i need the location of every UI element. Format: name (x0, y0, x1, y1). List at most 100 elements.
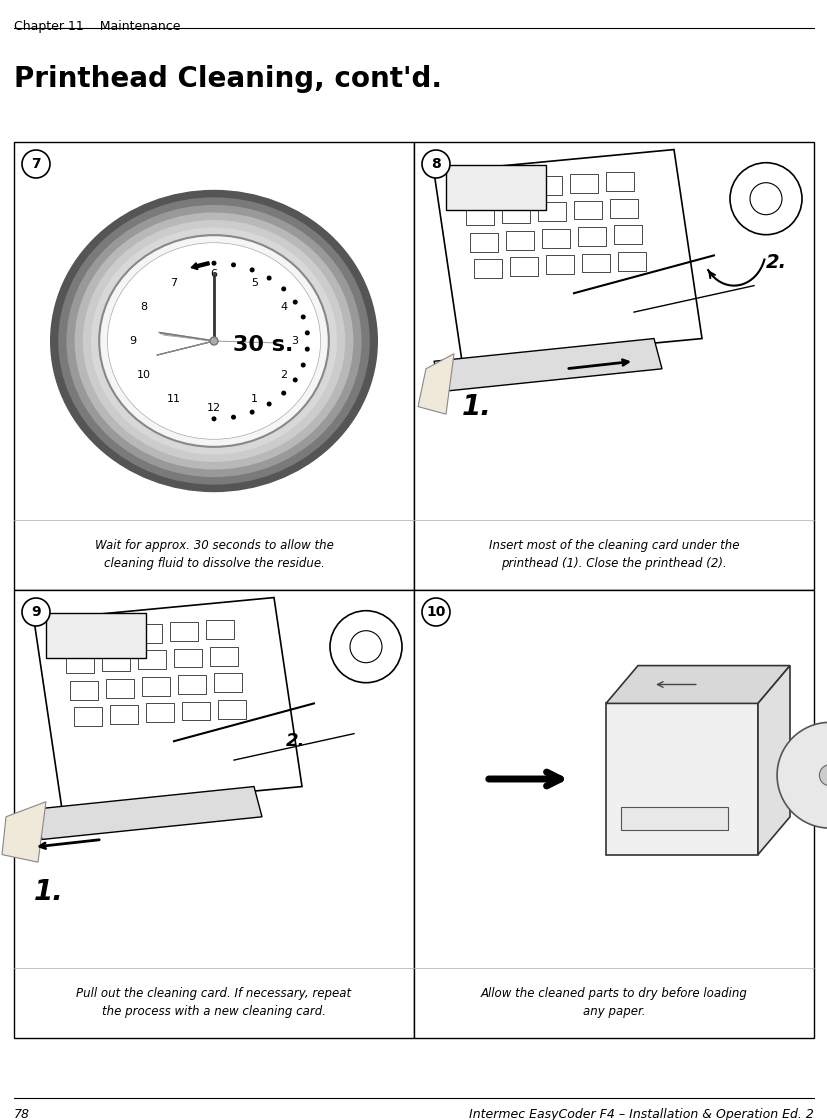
Circle shape (250, 268, 255, 272)
Text: Insert most of the cleaning card under the
printhead (1). Close the printhead (2: Insert most of the cleaning card under t… (488, 540, 739, 570)
Bar (70, 681, 98, 700)
Bar (620, 808, 727, 830)
Text: 6: 6 (210, 269, 218, 279)
Ellipse shape (108, 243, 320, 439)
Bar (66, 654, 94, 673)
Bar (470, 233, 497, 252)
Bar (210, 646, 237, 665)
Bar (170, 622, 198, 641)
Circle shape (281, 287, 286, 291)
Circle shape (22, 598, 50, 626)
Text: Chapter 11    Maintenance: Chapter 11 Maintenance (14, 20, 180, 32)
Bar (542, 228, 569, 248)
Text: 12: 12 (207, 403, 221, 413)
Bar (138, 651, 165, 670)
Bar (573, 200, 601, 220)
Bar (106, 679, 134, 698)
Bar (213, 673, 241, 692)
Bar (614, 225, 641, 244)
Ellipse shape (74, 213, 353, 469)
Ellipse shape (91, 227, 337, 455)
Polygon shape (418, 354, 453, 414)
Bar (182, 701, 210, 720)
Circle shape (231, 262, 236, 268)
Text: 2.: 2. (765, 253, 786, 272)
Bar (98, 626, 126, 645)
Text: 9: 9 (31, 605, 41, 619)
Text: 1.: 1. (461, 393, 491, 421)
Bar (605, 703, 757, 855)
Polygon shape (605, 665, 789, 703)
Bar (14, 590, 414, 1038)
Bar (617, 252, 645, 271)
Text: Pull out the cleaning card. If necessary, repeat
the process with a new cleaning: Pull out the cleaning card. If necessary… (76, 988, 351, 1018)
Bar (581, 253, 609, 272)
Text: Allow the cleaned parts to dry before loading
any paper.: Allow the cleaned parts to dry before lo… (480, 988, 747, 1018)
Bar (102, 652, 130, 671)
Text: 8: 8 (431, 157, 440, 171)
Text: 10: 10 (136, 370, 151, 380)
Circle shape (777, 722, 827, 828)
Bar (473, 259, 501, 278)
Circle shape (293, 299, 298, 305)
Bar (134, 624, 162, 643)
Bar (505, 231, 533, 250)
Circle shape (293, 377, 298, 382)
Circle shape (231, 414, 236, 420)
Text: Printhead Cleaning, cont'd.: Printhead Cleaning, cont'd. (14, 65, 442, 93)
Ellipse shape (66, 205, 361, 477)
Text: Intermec EasyCoder F4 – Installation & Operation Ed. 2: Intermec EasyCoder F4 – Installation & O… (469, 1108, 813, 1120)
Bar (501, 204, 529, 223)
Bar (206, 620, 234, 640)
Bar (605, 172, 633, 192)
Circle shape (22, 150, 50, 178)
Bar (141, 676, 170, 696)
Circle shape (250, 410, 255, 414)
Bar (545, 255, 573, 274)
Text: 11: 11 (166, 394, 180, 404)
Bar (14, 142, 414, 590)
Text: 1.: 1. (34, 878, 64, 906)
Circle shape (300, 315, 305, 319)
Text: 7: 7 (170, 278, 177, 288)
Bar (146, 703, 174, 722)
Text: 2: 2 (280, 370, 287, 380)
Text: 3: 3 (291, 336, 299, 346)
Bar (46, 613, 146, 659)
Bar (218, 700, 246, 719)
Text: 7: 7 (31, 157, 41, 171)
Bar (609, 198, 638, 217)
Bar (509, 258, 538, 277)
Circle shape (819, 765, 827, 786)
Circle shape (304, 346, 309, 352)
Circle shape (304, 330, 309, 335)
Polygon shape (433, 338, 662, 392)
Bar (178, 675, 206, 694)
Polygon shape (2, 802, 46, 862)
Text: 4: 4 (280, 302, 287, 312)
Ellipse shape (210, 337, 218, 345)
Text: 2.: 2. (285, 732, 305, 750)
Bar (414, 142, 813, 590)
Ellipse shape (58, 197, 370, 485)
Text: Wait for approx. 30 seconds to allow the
cleaning fluid to dissolve the residue.: Wait for approx. 30 seconds to allow the… (94, 540, 333, 570)
Circle shape (211, 261, 216, 265)
Text: 8: 8 (140, 302, 147, 312)
Text: 5: 5 (251, 278, 258, 288)
Text: 1: 1 (251, 394, 258, 404)
Circle shape (422, 598, 449, 626)
Bar (569, 174, 597, 193)
Circle shape (281, 391, 286, 395)
Text: 30 s.: 30 s. (233, 335, 294, 355)
Bar (577, 227, 605, 246)
Circle shape (266, 276, 271, 280)
Polygon shape (34, 786, 261, 840)
Ellipse shape (50, 189, 378, 492)
Text: 78: 78 (14, 1108, 30, 1120)
Text: 9: 9 (129, 336, 136, 346)
Circle shape (422, 150, 449, 178)
Bar (74, 707, 102, 726)
Bar (497, 178, 525, 197)
Bar (538, 203, 566, 222)
Bar (414, 590, 813, 1038)
